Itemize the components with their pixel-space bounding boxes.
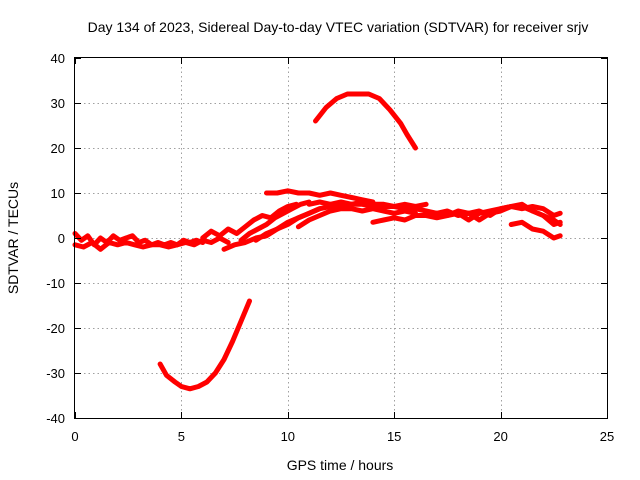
series-arc-m <box>508 219 563 241</box>
axis-ticks: 0 5 10 15 20 25 -40 -30 -20 -10 0 10 20 30 40 <box>46 51 614 444</box>
y-tick-label: -40 <box>46 411 65 426</box>
chart-title: Day 134 of 2023, Sidereal Day-to-day VTE… <box>88 19 589 35</box>
x-axis-label: GPS time / hours <box>287 457 394 473</box>
x-tick-label: 15 <box>387 429 401 444</box>
series-arc-i <box>306 199 418 212</box>
y-tick-label: 40 <box>51 51 65 66</box>
y-tick-label: -30 <box>46 366 65 381</box>
y-tick-label: 30 <box>51 96 65 111</box>
x-tick-label: 10 <box>281 429 295 444</box>
series-arc-e <box>238 199 312 243</box>
series-arc-h <box>264 188 376 205</box>
series-group <box>72 91 563 392</box>
y-tick-label: 0 <box>58 231 65 246</box>
series-arc-n <box>313 91 418 151</box>
y-tick-label: 10 <box>51 186 65 201</box>
x-tick-label: 5 <box>178 429 185 444</box>
series-arc-l <box>434 204 563 227</box>
y-tick-label: -20 <box>46 321 65 336</box>
grid <box>75 58 607 418</box>
x-tick-label: 0 <box>71 429 78 444</box>
series-arc-c <box>200 201 299 241</box>
series-arc-o <box>157 298 252 392</box>
series-arc-g <box>295 206 418 230</box>
x-tick-label: 20 <box>493 429 507 444</box>
x-tick-label: 25 <box>600 429 614 444</box>
y-tick-label: -10 <box>46 276 65 291</box>
y-axis-label: SDTVAR / TECUs <box>5 182 21 294</box>
y-tick-label: 20 <box>51 141 65 156</box>
plot-frame <box>74 57 608 419</box>
series-arc-j <box>370 204 563 225</box>
